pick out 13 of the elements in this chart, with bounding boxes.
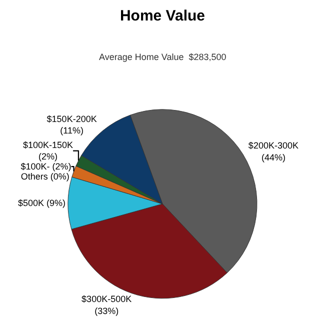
chart-title: Home Value [120,7,206,24]
chart-subtitle: Average Home Value $283,500 [99,52,226,62]
slice-label: $100K- (2%) [20,162,72,172]
slice-label: $100K-150K [23,140,74,150]
data-label: (33%) [94,306,119,316]
slice-label: $300K-500K [82,294,132,304]
slice-label: $500K (9%) [18,198,66,208]
category-label: Others (0%) [20,172,70,182]
data-label: (44%) [261,152,286,162]
slice-label: $150K-200K [46,114,97,124]
data-label: (11%) [60,126,84,136]
data-label: (2%) [38,152,58,162]
slice-label: $200K-300K [248,140,298,151]
